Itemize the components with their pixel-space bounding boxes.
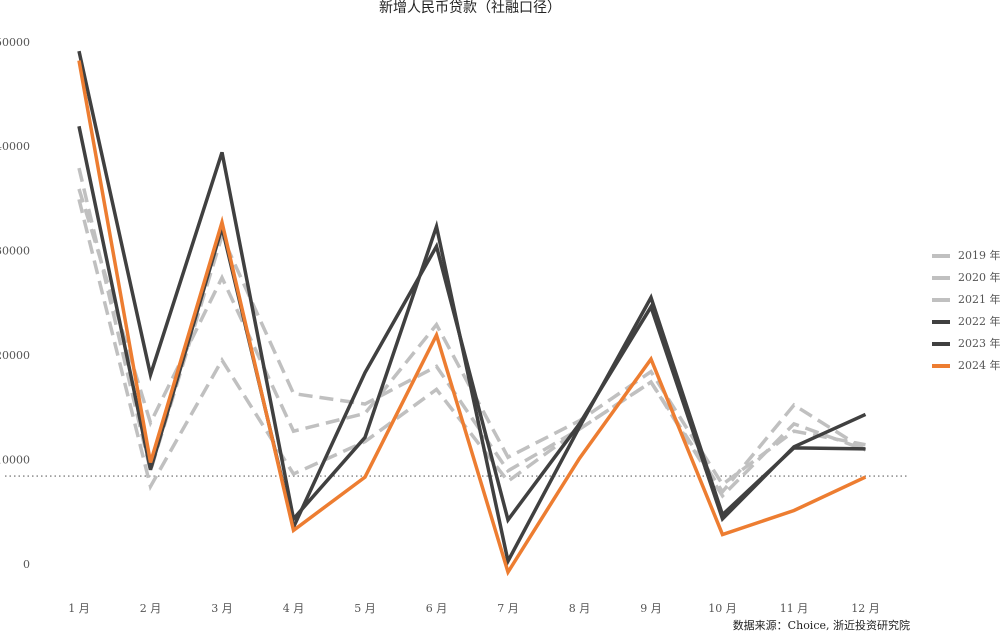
y-tick-label: 0 [23, 558, 30, 571]
x-tick-label: 10 月 [708, 602, 737, 615]
x-tick-label: 12 月 [851, 602, 880, 615]
x-tick-label: 5 月 [354, 602, 376, 615]
legend-label: 2020 年 [958, 270, 1000, 284]
x-tick-label: 2 月 [140, 602, 162, 615]
legend-label: 2024 年 [958, 358, 1000, 372]
legend-label: 2021 年 [958, 292, 1000, 306]
series-line [77, 188, 866, 487]
y-tick-label: 20000 [0, 349, 30, 362]
y-tick-label: 30000 [0, 245, 30, 258]
x-tick-label: 9 月 [640, 602, 662, 615]
x-tick-label: 11 月 [780, 602, 809, 615]
legend-label: 2023 年 [958, 336, 1000, 350]
legend-label: 2022 年 [958, 314, 1000, 328]
x-tick-label: 1 月 [68, 602, 90, 615]
y-tick-label: 40000 [0, 140, 30, 153]
x-tick-label: 4 月 [283, 602, 305, 615]
y-tick-label: 50000 [0, 36, 30, 49]
x-tick-label: 7 月 [497, 602, 519, 615]
y-tick-label: 10000 [0, 453, 30, 466]
x-tick-label: 8 月 [569, 602, 591, 615]
x-tick-label: 6 月 [426, 602, 448, 615]
chart-title: 新增人民币贷款（社融口径） [379, 0, 561, 16]
series-line [77, 60, 867, 577]
series-line [77, 198, 867, 499]
x-tick-label: 3 月 [211, 602, 233, 615]
source-note: 数据来源：Choice, 浙近投资研究院 [733, 618, 910, 632]
legend-label: 2019 年 [958, 248, 1000, 262]
series-line [77, 50, 866, 567]
